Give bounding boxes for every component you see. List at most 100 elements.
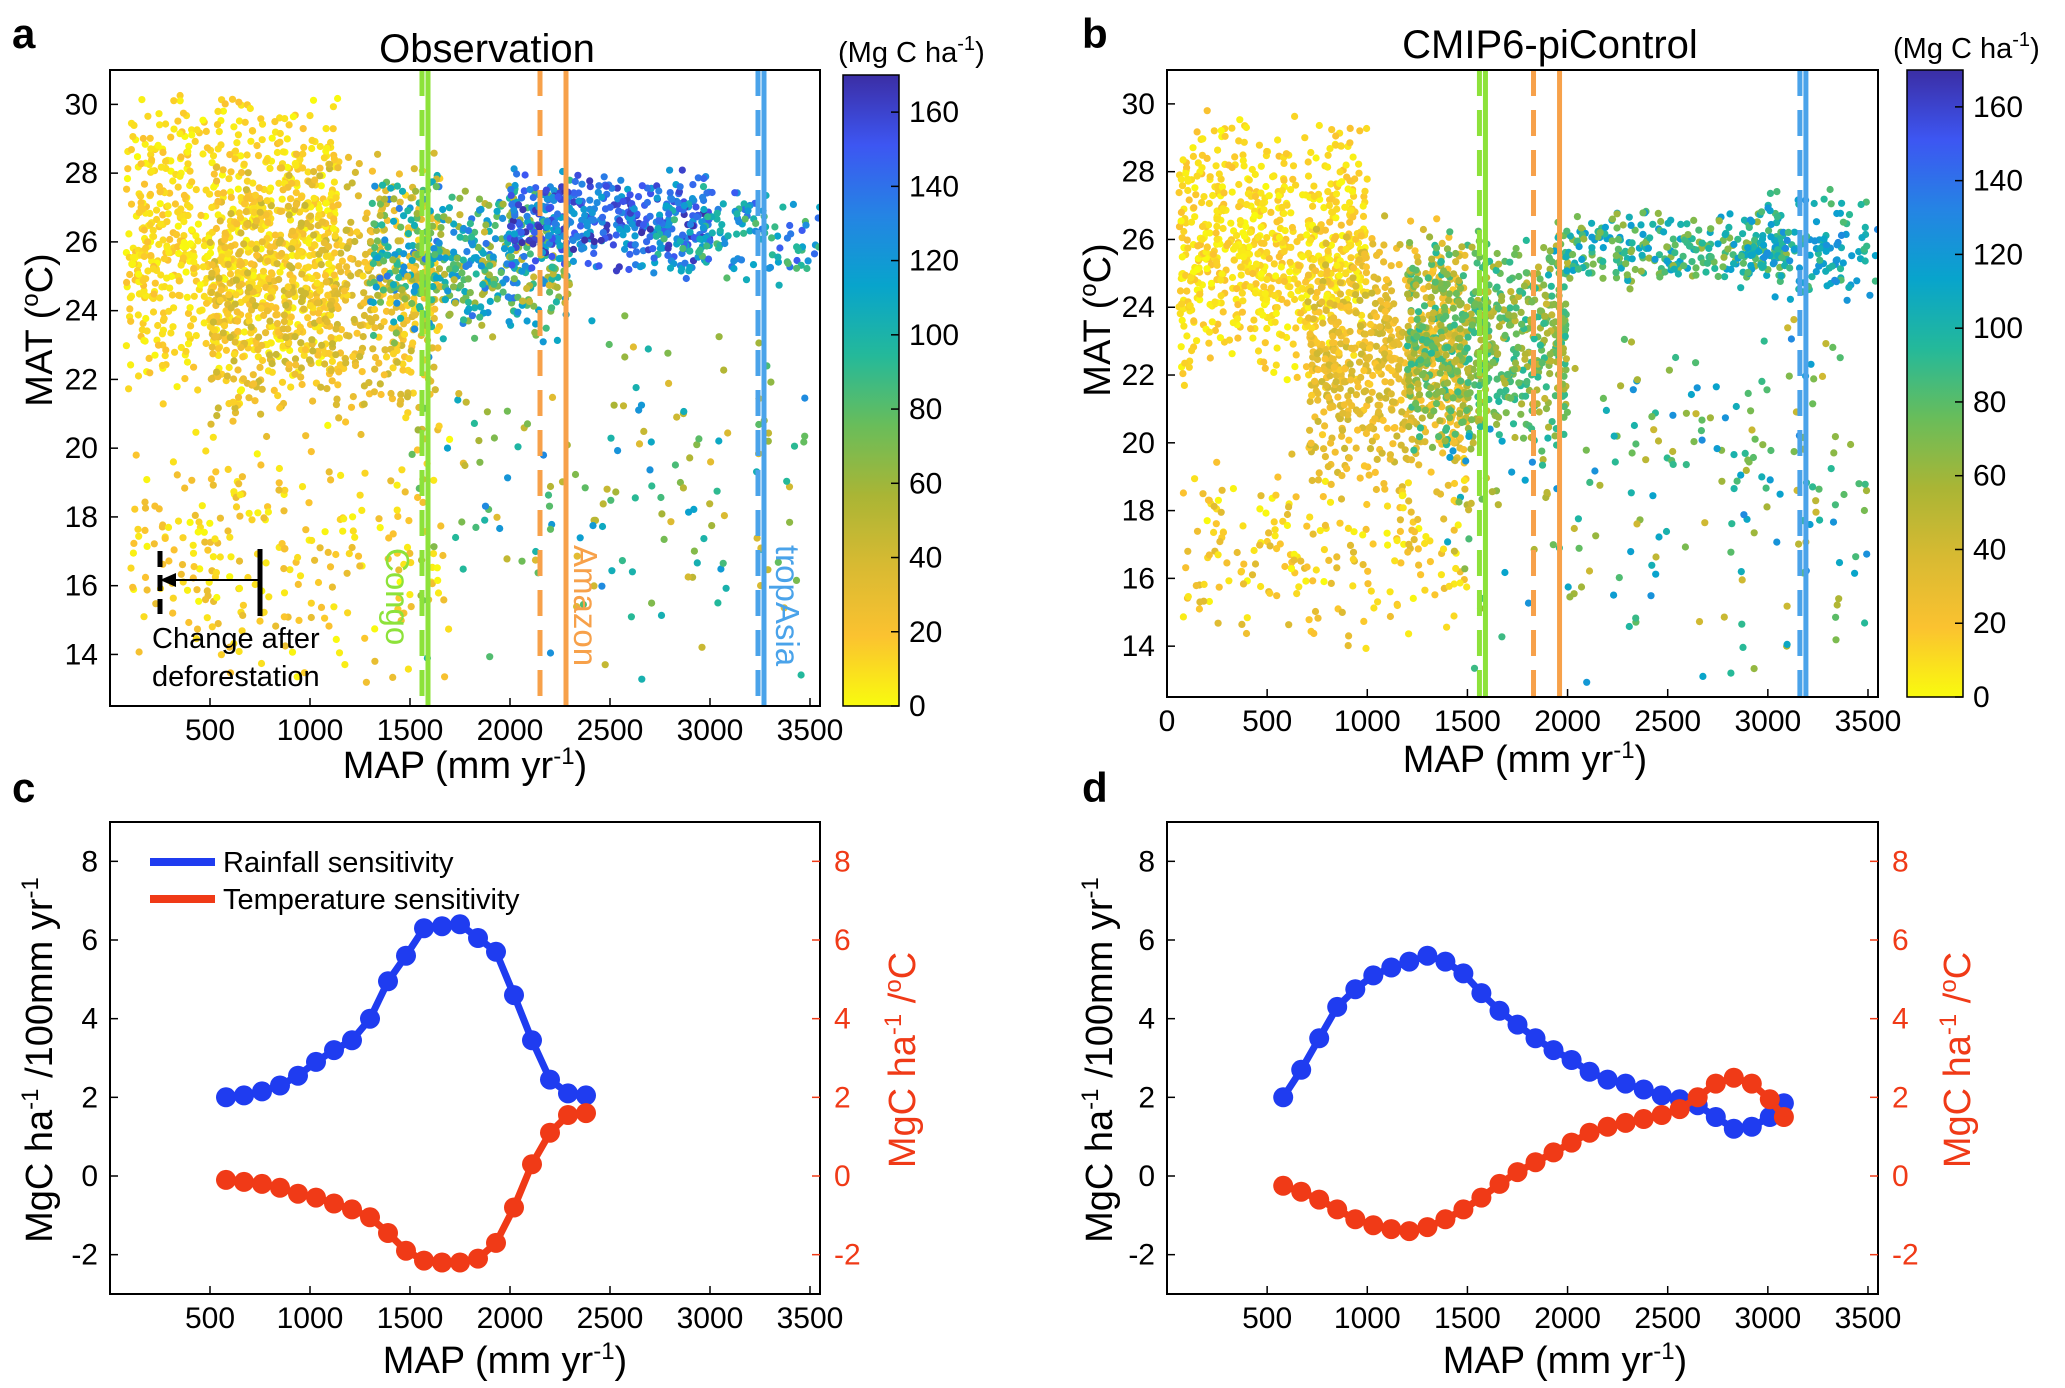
scatter-point — [164, 202, 172, 210]
scatter-point — [307, 448, 315, 456]
scatter-point — [482, 221, 490, 229]
scatter-point — [590, 249, 598, 257]
scatter-point — [1338, 432, 1346, 440]
scatter-point — [251, 191, 259, 199]
scatter-point — [411, 282, 420, 290]
scatter-point — [229, 398, 237, 406]
scatter-point — [695, 248, 703, 256]
scatter-point — [1443, 245, 1452, 253]
scatter-point — [1446, 228, 1454, 236]
scatter-point — [234, 393, 243, 401]
scatter-point — [323, 318, 331, 326]
scatter-point — [1361, 291, 1369, 299]
scatter-point — [237, 152, 245, 160]
scatter-point — [493, 207, 501, 215]
scatter-point — [127, 317, 135, 325]
scatter-point — [176, 130, 184, 138]
scatter-point — [1315, 121, 1323, 130]
scatter-point — [1249, 334, 1257, 342]
scatter-point — [1357, 232, 1365, 240]
scatter-point — [1420, 302, 1429, 310]
scatter-point — [196, 307, 204, 315]
scatter-point — [280, 507, 288, 515]
scatter-point — [650, 269, 658, 277]
scatter-point — [257, 304, 265, 312]
scatter-point — [576, 534, 584, 542]
scatter-point — [1234, 334, 1242, 342]
scatter-point — [407, 603, 415, 611]
scatter-point — [176, 91, 184, 100]
scatter-point — [545, 205, 553, 213]
scatter-point — [196, 565, 204, 573]
scatter-point — [184, 160, 192, 168]
scatter-point — [1540, 336, 1548, 344]
scatter-point — [409, 339, 417, 347]
scatter-point — [1409, 264, 1417, 272]
scatter-point — [213, 177, 221, 185]
scatter-point — [1350, 351, 1358, 359]
scatter-point — [695, 435, 703, 443]
scatter-point — [325, 349, 333, 357]
scatter-point — [467, 238, 476, 246]
scatter-point — [459, 256, 467, 264]
scatter-point — [521, 171, 529, 179]
scatter-point — [1291, 295, 1299, 304]
scatter-point — [1413, 368, 1421, 376]
scatter-point — [630, 205, 638, 213]
scatter-point — [1367, 329, 1375, 337]
scatter-point — [266, 317, 274, 325]
scatter-point — [305, 239, 313, 247]
scatter-point — [207, 375, 215, 383]
scatter-point — [1360, 367, 1368, 375]
scatter-point — [1326, 218, 1334, 226]
scatter-point — [1251, 192, 1259, 201]
scatter-point — [330, 178, 338, 186]
scatter-point — [1214, 320, 1222, 328]
scatter-point — [1369, 371, 1377, 380]
scatter-point — [1365, 344, 1374, 352]
scatter-point — [510, 206, 518, 215]
scatter-point — [258, 136, 266, 144]
scatter-point — [1214, 146, 1222, 154]
scatter-point — [451, 299, 459, 307]
scatter-point — [183, 586, 192, 594]
scatter-point — [621, 312, 629, 320]
scatter-point — [301, 346, 309, 354]
scatter-point — [694, 174, 702, 182]
scatter-point — [188, 178, 196, 186]
scatter-point — [258, 238, 266, 246]
scatter-point — [407, 194, 415, 202]
scatter-point — [291, 370, 299, 378]
scatter-point — [1205, 199, 1213, 208]
scatter-point — [1206, 354, 1214, 362]
scatter-point — [1368, 388, 1376, 396]
scatter-point — [334, 304, 342, 313]
scatter-point — [143, 476, 151, 484]
scatter-point — [676, 478, 685, 487]
scatter-point — [1356, 296, 1364, 304]
scatter-point — [209, 152, 218, 160]
scatter-point — [603, 485, 611, 493]
scatter-point — [330, 271, 338, 279]
scatter-point — [1456, 434, 1464, 442]
scatter-point — [317, 261, 325, 269]
scatter-point — [1506, 276, 1514, 284]
scatter-point — [1282, 150, 1290, 158]
y-tick-label: 26 — [65, 226, 98, 259]
scatter-point — [1391, 316, 1399, 324]
scatter-point — [693, 441, 701, 449]
scatter-point — [143, 586, 151, 594]
scatter-point — [298, 380, 306, 389]
scatter-point — [254, 509, 262, 517]
scatter-point — [632, 248, 641, 256]
scatter-point — [347, 254, 355, 263]
scatter-point — [776, 244, 784, 252]
scatter-point — [1451, 314, 1459, 322]
scatter-point — [321, 271, 330, 280]
scatter-point — [679, 231, 687, 239]
scatter-point — [293, 673, 301, 681]
scatter-point — [1363, 402, 1371, 410]
scatter-point — [305, 499, 313, 507]
scatter-point — [1560, 403, 1568, 411]
scatter-point — [217, 141, 225, 149]
